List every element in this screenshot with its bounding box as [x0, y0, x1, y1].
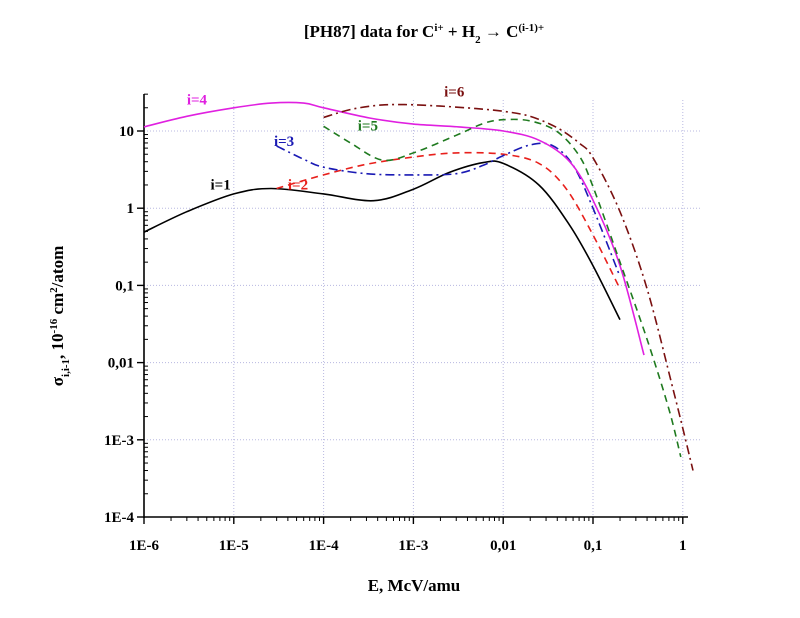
- x-tick-label: 1E-3: [398, 538, 428, 554]
- series-group: [143, 101, 694, 471]
- grid: [144, 100, 700, 517]
- series-labels: i=1 i=2 i=3 i=4 i=5 i=6: [187, 84, 465, 193]
- series-line-i-3: [276, 142, 621, 277]
- series-line-i-6: [323, 103, 694, 471]
- x-tick-label: 1E-5: [219, 538, 249, 554]
- x-tick-label: 0,01: [490, 538, 516, 554]
- series-label-i-2: i=2: [288, 177, 308, 193]
- y-tick-label: 0,01: [108, 356, 134, 372]
- series-label-i-3: i=3: [274, 134, 294, 150]
- series-line-i-1: [143, 160, 621, 321]
- y-axis-label: σi,i-1, 10-16 cm2/atom: [48, 246, 72, 386]
- x-tick-label: 1: [679, 538, 687, 554]
- series-label-i-1: i=1: [210, 177, 230, 193]
- y-tick-label: 10: [119, 124, 134, 140]
- axes: 1E-6 1E-5 1E-4 1E-3 0,01 0,1 1 1E-4 1E-3 0,01 0,1 1…: [104, 93, 688, 554]
- series-line-i-2: [276, 151, 621, 290]
- chart-title: [PH87] data for Ci+ + H2 → C(i-1)+: [304, 22, 544, 46]
- y-tick-label: 0,1: [115, 278, 134, 294]
- series-label-i-4: i=4: [187, 93, 208, 109]
- series-label-i-6: i=6: [444, 84, 465, 100]
- x-axis-label: E, McV/amu: [368, 576, 461, 595]
- x-tick-label: 1E-6: [129, 538, 160, 554]
- x-tick-label: 0,1: [584, 538, 603, 554]
- series-label-i-5: i=5: [358, 118, 378, 134]
- y-tick-label: 1E-4: [104, 510, 135, 526]
- series-line-i-4: [143, 101, 645, 356]
- y-tick-label: 1E-3: [104, 433, 134, 449]
- x-tick-label: 1E-4: [309, 538, 340, 554]
- y-tick-label: 1: [127, 201, 135, 217]
